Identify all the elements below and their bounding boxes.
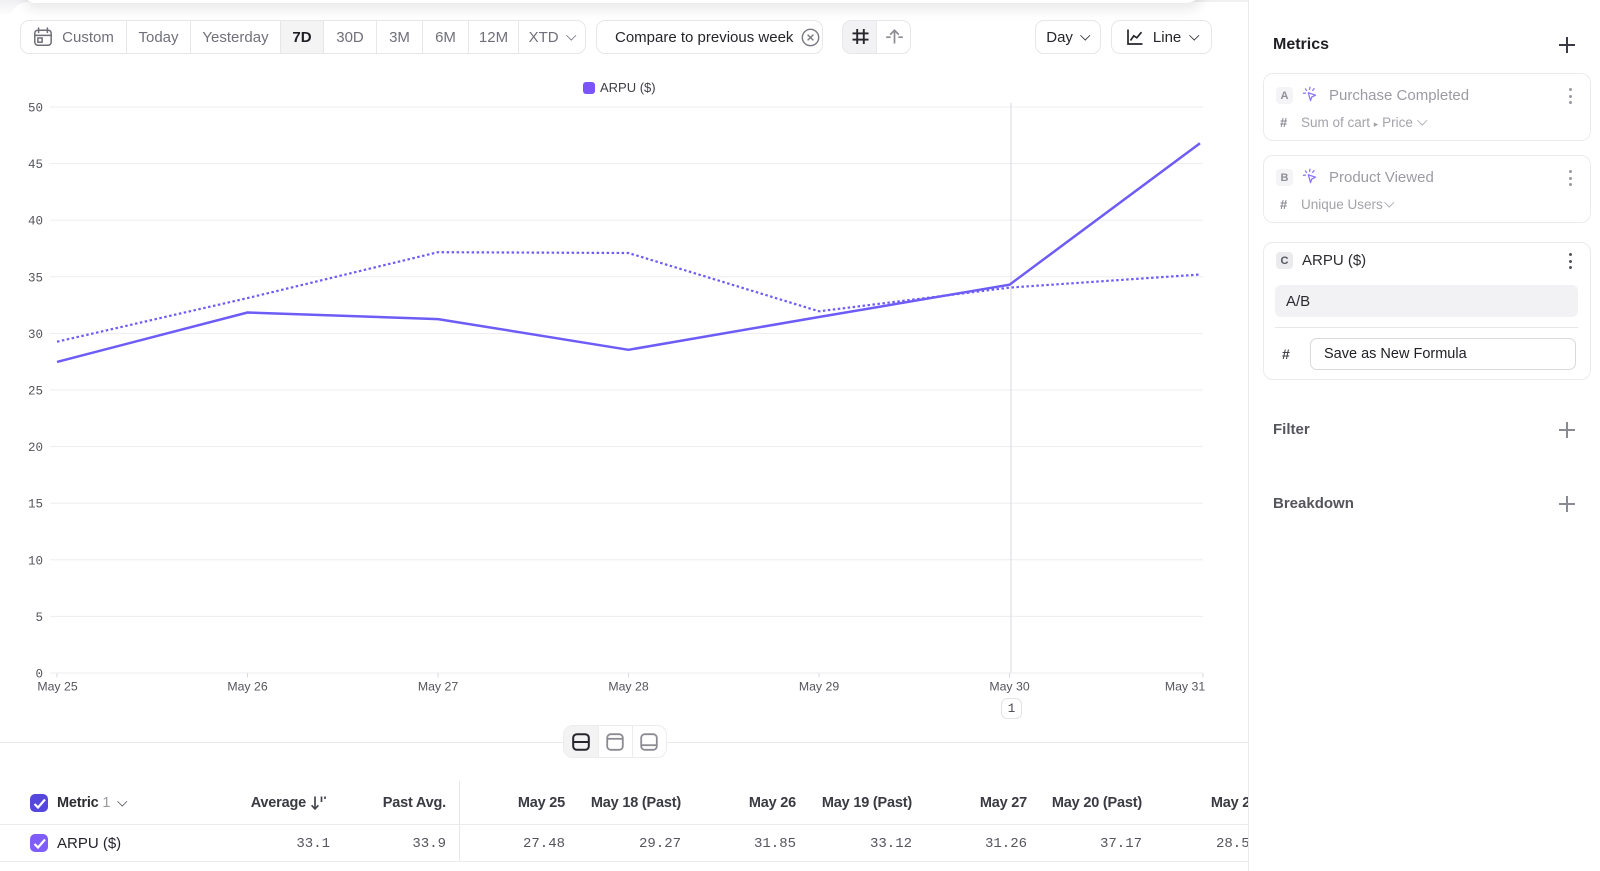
- svg-text:0: 0: [35, 668, 43, 682]
- svg-text:May 29: May 29: [799, 680, 839, 694]
- svg-text:5: 5: [35, 611, 43, 625]
- svg-text:May 28: May 28: [608, 680, 648, 694]
- svg-text:25: 25: [28, 385, 43, 399]
- svg-text:May 27: May 27: [418, 680, 458, 694]
- svg-text:10: 10: [28, 554, 43, 568]
- svg-text:40: 40: [28, 215, 43, 229]
- svg-text:30: 30: [28, 328, 43, 342]
- svg-text:May 25: May 25: [37, 680, 77, 694]
- svg-text:15: 15: [28, 498, 43, 512]
- svg-text:45: 45: [28, 158, 43, 172]
- svg-text:May 26: May 26: [227, 680, 267, 694]
- svg-text:35: 35: [28, 271, 43, 285]
- svg-text:20: 20: [28, 441, 43, 455]
- svg-text:50: 50: [28, 102, 43, 116]
- svg-text:May 31: May 31: [1165, 680, 1205, 694]
- svg-text:May 30: May 30: [989, 680, 1029, 694]
